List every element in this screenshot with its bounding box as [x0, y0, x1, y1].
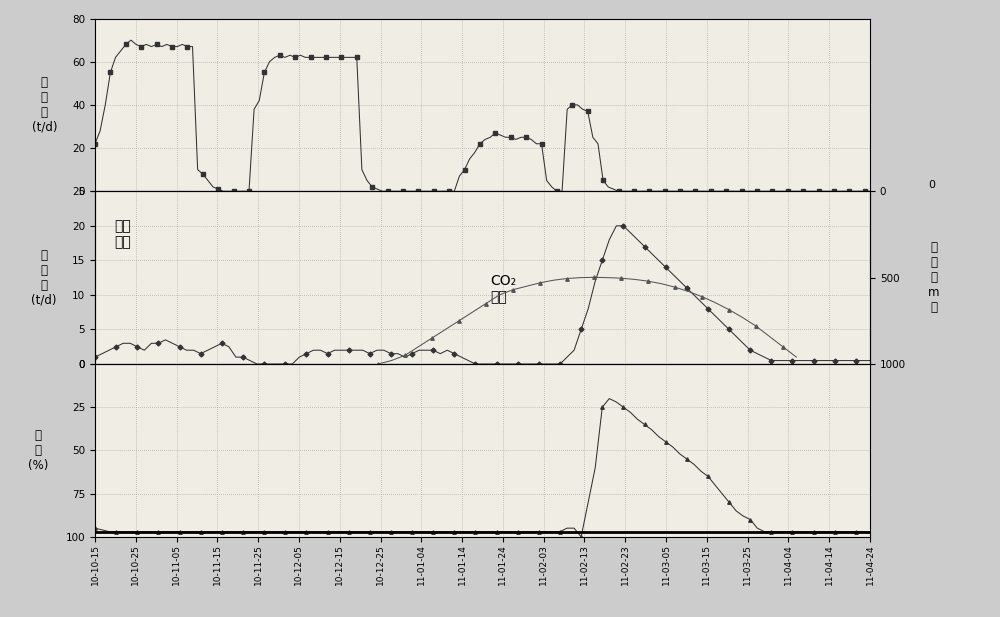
Y-axis label: 日
产
油
(t/d): 日 产 油 (t/d)	[31, 249, 57, 307]
Y-axis label: 日
产
液
(t/d): 日 产 液 (t/d)	[32, 76, 57, 134]
Text: 新井
投产: 新井 投产	[114, 219, 131, 249]
Text: 0: 0	[928, 180, 935, 191]
Y-axis label: 液
面
（
m
）: 液 面 （ m ）	[928, 241, 939, 314]
Y-axis label: 含
水
(%): 含 水 (%)	[28, 429, 48, 472]
Text: CO₂
吞吐: CO₂ 吞吐	[490, 274, 516, 304]
